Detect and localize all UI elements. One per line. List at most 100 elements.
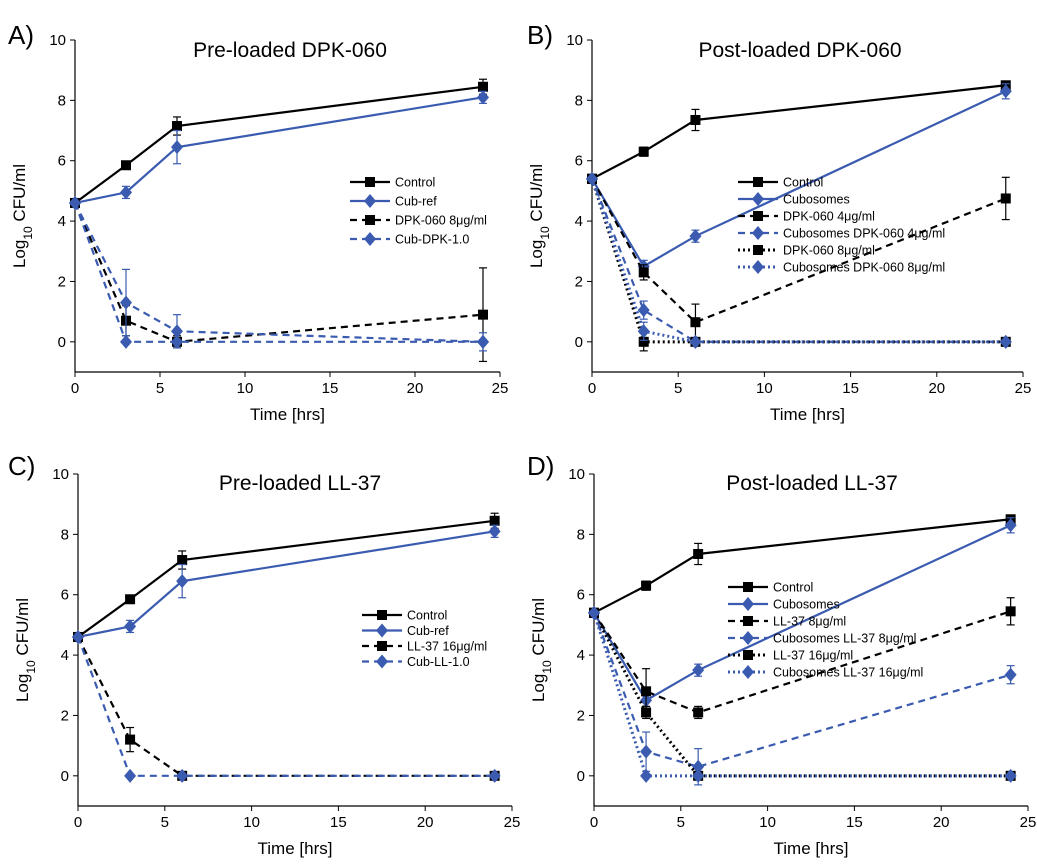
legend-label: Control [773, 581, 813, 595]
y-tick-label: 2 [577, 707, 585, 724]
y-axis-label: Log10 CFU/ml [527, 164, 552, 268]
data-point [690, 317, 701, 328]
data-point [690, 114, 701, 125]
series-line [592, 612, 1011, 778]
series-0 [587, 80, 1011, 184]
data-point [638, 267, 649, 278]
legend: Control Cubosomes LL-37 8μg/ml Cubosomes LL… [728, 581, 923, 680]
x-tick-label: 10 [759, 814, 776, 831]
data-point [638, 146, 649, 157]
y-tick-label: 0 [61, 768, 69, 785]
data-point [692, 759, 705, 774]
x-axis-label: Time [hrs] [774, 839, 849, 858]
y-axis-label-subscript: 10 [24, 660, 38, 674]
data-point [477, 334, 489, 349]
legend-label: Cub-ref [395, 195, 437, 209]
data-point [489, 515, 500, 526]
series-line [593, 610, 1011, 714]
series-line [77, 519, 495, 638]
legend-marker [376, 654, 388, 669]
legend-marker [743, 582, 753, 592]
legend-marker [364, 194, 376, 208]
data-point [120, 295, 132, 310]
y-axis-label-unit: CFU/ml [10, 164, 29, 226]
x-tick-label: 5 [161, 814, 169, 831]
data-point [120, 185, 132, 200]
data-point [477, 90, 489, 105]
data-point [121, 160, 131, 171]
x-tick-label: 0 [74, 814, 82, 831]
legend-marker [752, 226, 764, 240]
x-tick-label: 25 [1020, 814, 1037, 831]
data-point [689, 229, 702, 244]
legend-label: Cub-ref [407, 624, 449, 638]
y-tick-label: 10 [52, 466, 69, 483]
x-tick-label: 5 [156, 380, 164, 397]
series-1 [69, 90, 489, 210]
data-point [637, 324, 650, 339]
legend-marker [377, 610, 387, 620]
legend-marker [752, 192, 764, 206]
legend-label: Cubosomes [773, 598, 840, 612]
x-tick-label: 15 [330, 814, 347, 831]
y-axis-label-main: Log [13, 674, 32, 702]
x-tick-label: 5 [677, 814, 685, 831]
y-tick-label: 4 [58, 213, 66, 230]
data-point [478, 309, 488, 320]
data-point [124, 768, 137, 783]
legend-label: Cubosomes DPK-060 4μg/ml [783, 227, 945, 241]
legend-label: Control [783, 176, 823, 190]
series-5 [588, 605, 1017, 783]
y-tick-label: 8 [58, 92, 66, 109]
data-point [171, 334, 183, 349]
data-point [177, 555, 188, 566]
series-5 [586, 171, 1012, 349]
x-tick-label: 0 [590, 814, 598, 831]
chart-panel-a: A) Pre-loaded DPK-060 0 5 10 15 20 25 0 2 4 6 8 10 Tim… [8, 20, 508, 424]
panel-label: D) [527, 451, 554, 481]
y-tick-label: 8 [575, 92, 583, 109]
chart-title: Post-loaded LL-37 [726, 472, 898, 495]
legend-label: Control [395, 176, 435, 190]
legend-marker [742, 597, 754, 611]
y-axis-label-unit: CFU/ml [527, 164, 546, 226]
y-tick-label: 6 [577, 587, 585, 604]
legend-marker [743, 616, 753, 626]
y-tick-label: 6 [58, 153, 66, 170]
y-axis-label-subscript: 10 [21, 226, 35, 240]
y-tick-label: 0 [577, 768, 585, 785]
data-point [120, 334, 132, 349]
series-line [590, 178, 1006, 343]
data-point [478, 81, 488, 92]
chart-title: Pre-loaded DPK-060 [193, 39, 387, 62]
x-tick-label: 20 [928, 380, 945, 397]
series-3 [588, 605, 1017, 786]
legend-label: DPK-060 4μg/ml [783, 210, 875, 224]
data-point [171, 324, 183, 339]
y-tick-label: 2 [61, 707, 69, 724]
x-tick-label: 15 [322, 380, 339, 397]
series-line [591, 90, 1007, 268]
data-point [176, 574, 189, 589]
y-tick-label: 10 [568, 466, 585, 483]
chart-panel-d: D) Post-loaded LL-37 0 5 10 15 20 25 0 2 4 6 8 10 Time… [527, 451, 1036, 858]
legend-label: Cubosomes LL-37 8μg/ml [773, 632, 916, 646]
x-tick-label: 20 [417, 814, 434, 831]
legend-marker [753, 177, 763, 187]
y-axis-label-main: Log [527, 240, 546, 268]
legend-marker [743, 650, 753, 660]
series-line [593, 518, 1011, 614]
data-point [638, 336, 649, 347]
legend-marker [365, 215, 375, 225]
y-tick-label: 2 [575, 273, 583, 290]
series-line [591, 84, 1006, 180]
legend-label: LL-37 8μg/ml [773, 615, 846, 629]
x-axis-label: Time [hrs] [250, 405, 325, 424]
data-point [640, 744, 653, 759]
y-tick-label: 10 [49, 32, 66, 49]
x-tick-label: 5 [674, 380, 682, 397]
data-point [488, 768, 501, 783]
data-point [125, 734, 136, 745]
x-tick-label: 0 [588, 380, 596, 397]
